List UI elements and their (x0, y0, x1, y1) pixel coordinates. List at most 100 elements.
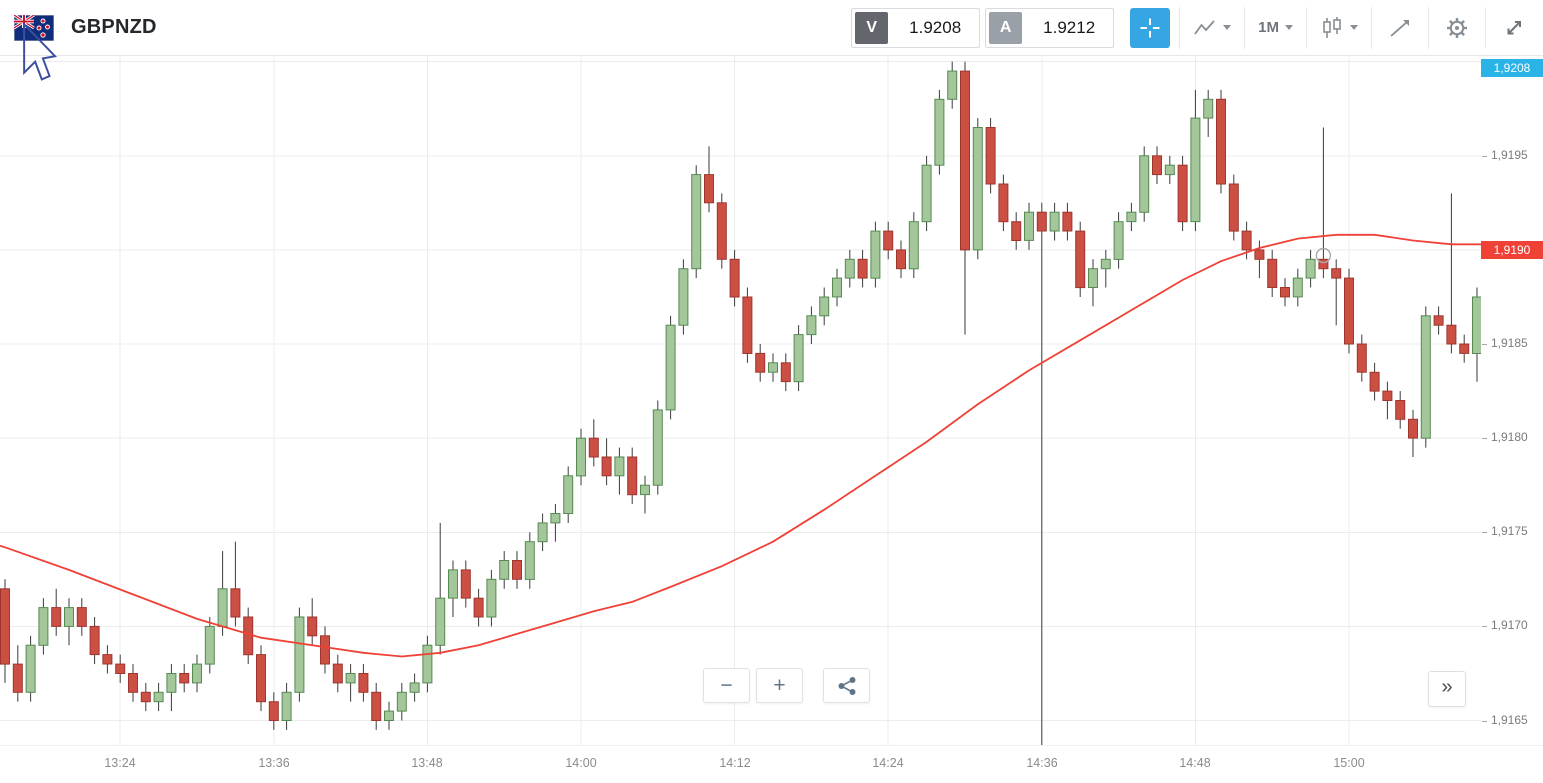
candle (25, 635, 36, 702)
share-button[interactable] (823, 668, 870, 703)
candle (230, 541, 241, 627)
timeframe-button[interactable]: 1M (1254, 8, 1297, 48)
candle (819, 287, 830, 326)
candle (1164, 155, 1175, 184)
candle (1228, 174, 1239, 241)
candle (1433, 306, 1444, 335)
candle (64, 598, 74, 646)
candle (358, 664, 369, 702)
candle (486, 569, 497, 627)
candle (844, 249, 855, 288)
candle (780, 353, 791, 392)
chart-region: 1,9195 1,9190 1,9185 1,9180 1,9175 1,9170 1,91… (0, 56, 1543, 745)
zoom-out-button[interactable]: − (703, 668, 750, 703)
candle (345, 664, 356, 702)
crosshair-tool-button[interactable] (1130, 7, 1171, 48)
candle (614, 447, 625, 495)
instrument-header: GBPNZD (0, 14, 157, 41)
candle (704, 146, 714, 213)
candle (1203, 89, 1214, 137)
candle (768, 353, 778, 382)
candle (640, 475, 650, 514)
candle (512, 551, 522, 589)
time-axis[interactable]: 13:24 13:36 13:48 14:00 14:12 14:24 14:36 14:48… (0, 745, 1543, 783)
candle (192, 654, 202, 693)
chevron-down-icon (1223, 25, 1232, 30)
candle (1459, 334, 1470, 363)
candle (537, 513, 548, 552)
toolbar-divider (1306, 6, 1307, 49)
candle (908, 212, 919, 279)
candle (460, 560, 471, 608)
candle (934, 89, 945, 175)
candle (985, 118, 996, 194)
candle (1177, 155, 1188, 232)
buy-quote-button[interactable]: A 1.9212 (985, 7, 1115, 48)
candle (1254, 240, 1265, 279)
candle (627, 447, 638, 504)
sell-price: 1.9208 (909, 17, 962, 37)
candle (1100, 249, 1111, 288)
time-axis-label: 13:36 (258, 756, 290, 770)
candle (435, 522, 446, 655)
moving-average-line (0, 233, 1481, 658)
toolbar-divider (1371, 6, 1372, 49)
indicators-icon (1390, 19, 1409, 37)
time-axis-label: 14:24 (872, 756, 904, 770)
candle (0, 579, 10, 683)
fullscreen-button[interactable] (1495, 8, 1533, 48)
candle (448, 560, 458, 617)
indicators-button[interactable] (1381, 8, 1419, 48)
candle (256, 645, 266, 712)
candle-style-button[interactable] (1316, 8, 1362, 48)
candle (396, 682, 407, 721)
zoom-in-button[interactable]: + (756, 668, 803, 703)
candle (1344, 268, 1354, 354)
candle (38, 598, 49, 655)
union-jack-canton (14, 14, 35, 29)
candle (1049, 202, 1060, 241)
candle (998, 174, 1009, 232)
buy-price: 1.9212 (1043, 17, 1096, 37)
sell-chip: V (855, 11, 889, 44)
candle (409, 673, 420, 702)
candle (678, 259, 689, 335)
time-axis-label: 13:24 (104, 756, 136, 770)
toolbar-actions: V 1.9208 A 1.9212 (851, 6, 1543, 49)
candle (601, 438, 612, 486)
candlestick-style-icon (1323, 16, 1341, 38)
candle (716, 193, 727, 269)
time-axis-label: 13:48 (411, 756, 443, 770)
candle (896, 240, 906, 279)
candle (1356, 334, 1367, 382)
candle (89, 617, 100, 665)
price-axis[interactable]: 1,9195 1,9190 1,9185 1,9180 1,9175 1,9170 1,91… (1481, 56, 1543, 745)
candle (76, 598, 87, 636)
candle (204, 617, 215, 674)
sell-quote-button[interactable]: V 1.9208 (851, 7, 981, 48)
candle (947, 61, 958, 109)
candle (1382, 381, 1393, 420)
candle (1280, 278, 1290, 307)
candle (51, 588, 62, 636)
candle (1075, 221, 1086, 297)
candle (473, 588, 484, 627)
candle (1088, 259, 1098, 307)
candle (1472, 287, 1481, 382)
toolbar-divider (1244, 6, 1246, 49)
candle (883, 221, 894, 260)
candle (1267, 249, 1278, 297)
candle (1369, 362, 1380, 401)
settings-button[interactable] (1438, 8, 1476, 48)
candle (115, 654, 126, 683)
chart-canvas[interactable] (0, 56, 1481, 745)
candle (1190, 89, 1201, 232)
chart-type-button[interactable] (1189, 8, 1235, 48)
candle (1036, 202, 1047, 745)
candle (1011, 212, 1022, 250)
chart-type-line-icon (1194, 19, 1215, 35)
candle (1024, 202, 1034, 250)
scroll-to-latest-button[interactable]: » (1428, 671, 1466, 707)
toolbar-divider (1428, 6, 1429, 49)
candle (1113, 212, 1124, 269)
